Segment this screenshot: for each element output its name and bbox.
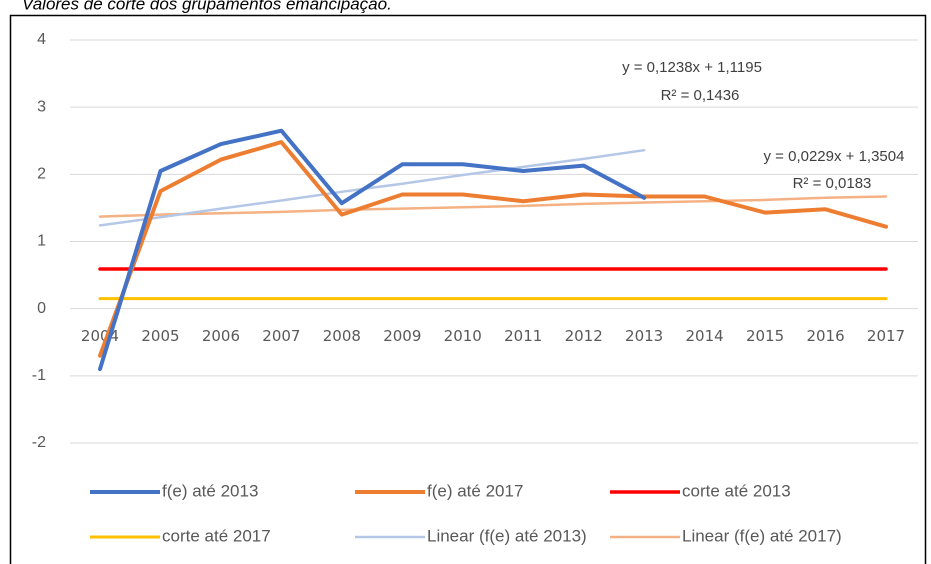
chart-title: Valores de corte dos grupamentos emancip…	[22, 0, 392, 13]
series-line	[98, 140, 888, 358]
series-line	[98, 148, 646, 227]
y-tick-label: 3	[37, 98, 46, 115]
y-tick-label: 2	[37, 166, 46, 183]
x-tick-label: 2014	[686, 327, 724, 345]
x-tick-label: 2008	[323, 327, 361, 345]
x-tick-label: 2015	[746, 327, 784, 345]
y-tick-label: 0	[37, 300, 46, 317]
x-tick-label: 2016	[806, 327, 844, 345]
x-tick-label: 2011	[504, 327, 542, 345]
trendline-equation: R² = 0,1436	[661, 87, 740, 104]
legend-label: corte até 2013	[682, 481, 791, 500]
y-tick-label: 1	[37, 233, 46, 250]
series-line	[98, 128, 647, 372]
legend-label: f(e) até 2017	[427, 481, 523, 500]
y-tick-label: 4	[37, 31, 46, 48]
x-tick-label: 2005	[141, 327, 179, 345]
legend-label: f(e) até 2013	[162, 481, 258, 500]
trendline-equation: R² = 0,0183	[793, 175, 872, 192]
y-tick-label: -1	[32, 367, 46, 384]
trendline-equation: y = 0,0229x + 1,3504	[764, 148, 905, 165]
x-tick-label: 2009	[383, 327, 421, 345]
x-tick-label: 2006	[202, 327, 240, 345]
x-tick-label: 2012	[565, 327, 603, 345]
legend-label: Linear (f(e) até 2013)	[427, 526, 587, 545]
x-tick-label: 2017	[867, 327, 905, 345]
x-tick-label: 2007	[262, 327, 300, 345]
x-tick-label: 2010	[444, 327, 482, 345]
series-line	[98, 195, 888, 218]
y-tick-label: -2	[32, 434, 46, 451]
legend-label: Linear (f(e) até 2017)	[682, 526, 842, 545]
trendline-equation: y = 0,1238x + 1,1195	[622, 59, 762, 76]
legend-label: corte até 2017	[162, 526, 271, 545]
x-tick-label: 2013	[625, 327, 663, 345]
